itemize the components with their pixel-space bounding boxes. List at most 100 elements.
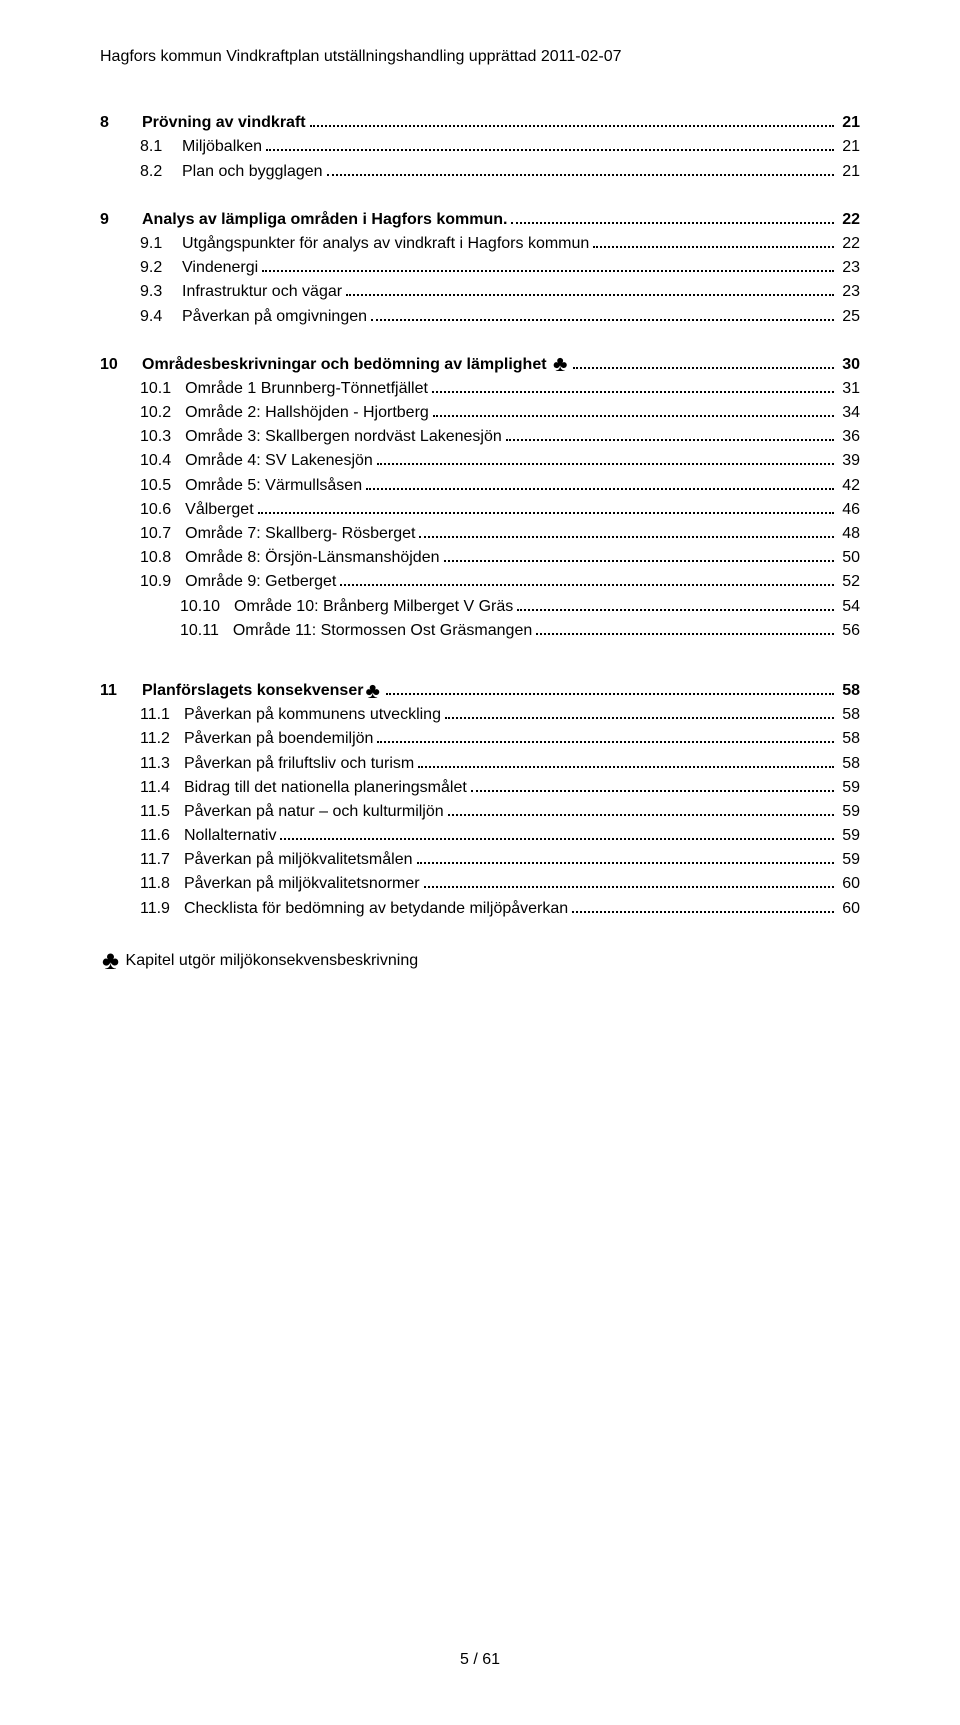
toc-leader bbox=[310, 114, 835, 127]
footnote-text: Kapitel utgör miljökonsekvensbeskrivning bbox=[126, 952, 419, 969]
toc-leader bbox=[448, 803, 835, 816]
toc-row: 9Analys av lämpliga områden i Hagfors ko… bbox=[100, 211, 860, 229]
toc-page-number: 58 bbox=[838, 706, 860, 724]
toc-label-text: Område 10: Brånberg Milberget V Gräs bbox=[234, 598, 513, 615]
toc-leader bbox=[471, 779, 834, 792]
toc-label: Påverkan på kommunens utveckling bbox=[184, 706, 441, 724]
toc-number: 10.2 bbox=[140, 404, 185, 422]
page-header: Hagfors kommun Vindkraftplan utställning… bbox=[100, 48, 860, 66]
toc-label-text: Analys av lämpliga områden i Hagfors kom… bbox=[142, 211, 507, 228]
toc-number: 11.6 bbox=[140, 827, 184, 845]
document-page: Hagfors kommun Vindkraftplan utställning… bbox=[0, 0, 960, 1725]
toc-label-text: Områdesbeskrivningar och bedömning av lä… bbox=[142, 356, 551, 373]
toc-label-text: Område 11: Stormossen Ost Gräsmangen bbox=[233, 622, 532, 639]
toc-label-text: Påverkan på natur – och kulturmiljön bbox=[184, 803, 444, 820]
toc-label-text: Planförslagets konsekvenser bbox=[142, 682, 363, 699]
toc-leader bbox=[506, 428, 834, 441]
toc-number: 11.3 bbox=[140, 755, 184, 773]
toc-row: 11.4Bidrag till det nationella planering… bbox=[100, 779, 860, 797]
toc-leader bbox=[444, 549, 835, 562]
toc-number: 9.3 bbox=[140, 283, 182, 301]
toc-row: 10.8Område 8: Örsjön-Länsmanshöjden50 bbox=[100, 549, 860, 567]
toc-label: Områdesbeskrivningar och bedömning av lä… bbox=[142, 356, 569, 374]
toc-label-text: Område 5: Värmullsåsen bbox=[185, 477, 362, 494]
toc-page-number: 34 bbox=[838, 404, 860, 422]
toc-label-text: Område 9: Getberget bbox=[185, 573, 336, 590]
toc-label-text: Område 3: Skallbergen nordväst Lakenesjö… bbox=[185, 428, 502, 445]
toc-row: 10.6Vålberget 46 bbox=[100, 501, 860, 519]
toc-page-number: 22 bbox=[838, 211, 860, 229]
toc-page-number: 30 bbox=[838, 356, 860, 374]
toc-row: 9.1Utgångspunkter för analys av vindkraf… bbox=[100, 235, 860, 253]
toc-leader bbox=[424, 875, 835, 888]
toc-page-number: 52 bbox=[838, 573, 860, 591]
toc-page-number: 21 bbox=[838, 138, 860, 156]
toc-leader bbox=[417, 851, 835, 864]
toc-label-text: Infrastruktur och vägar bbox=[182, 283, 342, 300]
toc-label: Utgångspunkter för analys av vindkraft i… bbox=[182, 235, 589, 253]
toc-leader bbox=[418, 754, 834, 767]
toc-label: Påverkan på omgivningen bbox=[182, 308, 367, 326]
toc-row: 8Prövning av vindkraft21 bbox=[100, 114, 860, 132]
toc-label: Område 4: SV Lakenesjön bbox=[185, 452, 373, 470]
toc-label-text: Område 2: Hallshöjden - Hjortberg bbox=[185, 404, 429, 421]
toc-page-number: 54 bbox=[838, 598, 860, 616]
toc-row: 10.4Område 4: SV Lakenesjön39 bbox=[100, 452, 860, 470]
toc-label: Vålberget bbox=[185, 501, 254, 519]
toc-label: Område 11: Stormossen Ost Gräsmangen bbox=[233, 622, 532, 640]
toc-number: 11.4 bbox=[140, 779, 184, 797]
toc-row: 11.5Påverkan på natur – och kulturmiljön… bbox=[100, 803, 860, 821]
toc-number: 11.8 bbox=[140, 875, 184, 893]
toc-number: 10.5 bbox=[140, 477, 185, 495]
toc-label: Påverkan på miljökvalitetsnormer bbox=[184, 875, 420, 893]
toc-number: 8.1 bbox=[140, 138, 182, 156]
toc-row: 11.8Påverkan på miljökvalitetsnormer60 bbox=[100, 875, 860, 893]
toc-row: 11.9Checklista för bedömning av betydand… bbox=[100, 899, 860, 917]
toc-leader bbox=[572, 899, 834, 912]
club-icon: ♣ bbox=[551, 351, 569, 376]
toc-number: 10.8 bbox=[140, 549, 185, 567]
toc-label-text: Miljöbalken bbox=[182, 138, 262, 155]
toc-number: 8 bbox=[100, 114, 142, 132]
toc-leader bbox=[377, 452, 834, 465]
toc-label-text: Påverkan på miljökvalitetsnormer bbox=[184, 875, 420, 892]
page-footer: 5 / 61 bbox=[0, 1651, 960, 1669]
toc-page-number: 21 bbox=[838, 163, 860, 181]
toc-leader bbox=[433, 404, 834, 417]
toc-number: 10.4 bbox=[140, 452, 185, 470]
toc-label: Påverkan på miljökvalitetsmålen bbox=[184, 851, 413, 869]
toc-label-text: Påverkan på kommunens utveckling bbox=[184, 706, 441, 723]
toc-leader bbox=[432, 380, 834, 393]
toc-page-number: 58 bbox=[838, 755, 860, 773]
toc-number: 10.6 bbox=[140, 501, 185, 519]
toc-row: 11Planförslagets konsekvenser♣58 bbox=[100, 682, 860, 700]
toc-number: 10.9 bbox=[140, 573, 185, 591]
toc-label: Område 2: Hallshöjden - Hjortberg bbox=[185, 404, 429, 422]
toc-label: Bidrag till det nationella planeringsmål… bbox=[184, 779, 467, 797]
toc-label-text: Område 4: SV Lakenesjön bbox=[185, 452, 373, 469]
toc-label: Område 10: Brånberg Milberget V Gräs bbox=[234, 598, 513, 616]
toc-label-text: Utgångspunkter för analys av vindkraft i… bbox=[182, 235, 589, 252]
toc-label: Nollalternativ bbox=[184, 827, 276, 845]
toc-number: 10.3 bbox=[140, 428, 185, 446]
toc-leader bbox=[327, 162, 835, 175]
toc-page-number: 23 bbox=[838, 259, 860, 277]
toc-row: 11.2Påverkan på boendemiljön58 bbox=[100, 730, 860, 748]
toc-number: 11.7 bbox=[140, 851, 184, 869]
toc-gap bbox=[100, 332, 860, 350]
toc-row: 11.6Nollalternativ59 bbox=[100, 827, 860, 845]
toc-label-text: Vålberget bbox=[185, 501, 254, 518]
toc-label: Område 9: Getberget bbox=[185, 573, 336, 591]
toc-leader bbox=[346, 283, 834, 296]
club-icon: ♣ bbox=[100, 945, 121, 975]
toc-number: 11 bbox=[100, 682, 142, 700]
toc-label-text: Påverkan på friluftsliv och turism bbox=[184, 755, 414, 772]
toc-label: Infrastruktur och vägar bbox=[182, 283, 342, 301]
toc-number: 9.4 bbox=[140, 308, 182, 326]
toc-number: 11.2 bbox=[140, 730, 184, 748]
toc-page-number: 48 bbox=[838, 525, 860, 543]
toc-page-number: 46 bbox=[838, 501, 860, 519]
toc-leader bbox=[258, 501, 835, 514]
toc-page-number: 25 bbox=[838, 308, 860, 326]
footnote: ♣ Kapitel utgör miljökonsekvensbeskrivni… bbox=[100, 952, 860, 970]
